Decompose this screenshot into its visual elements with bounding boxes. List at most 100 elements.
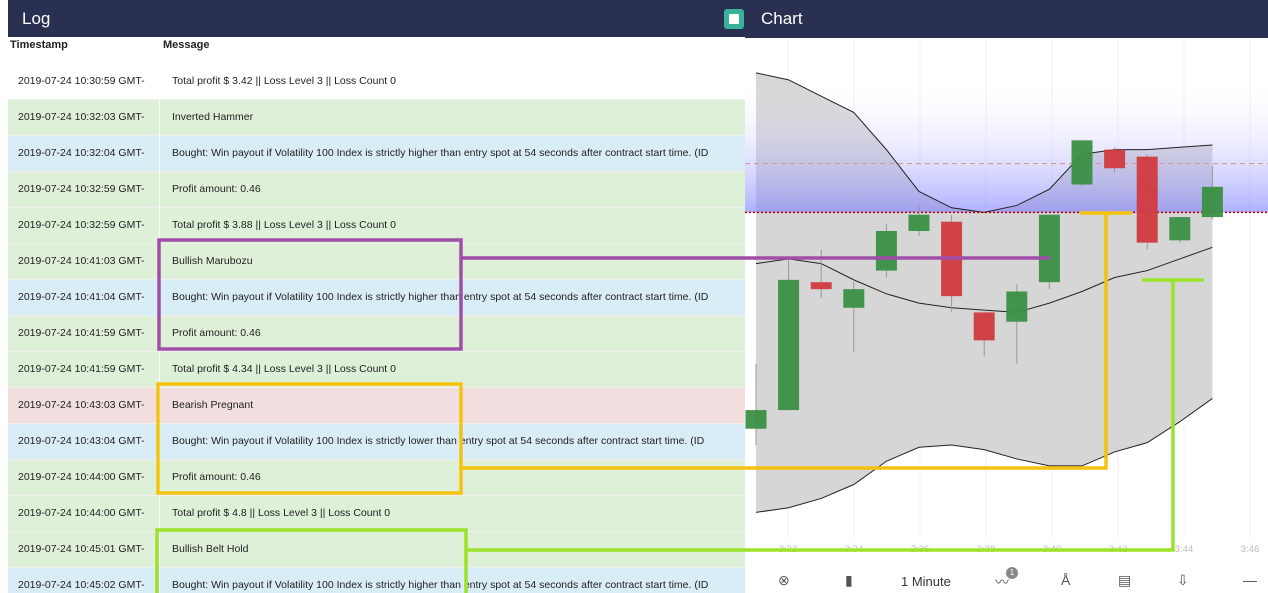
log-timestamp: 2019-07-24 10:45:01 GMT-	[18, 543, 145, 555]
log-header: Log	[8, 0, 752, 37]
x-tick-label: 3:34	[845, 544, 864, 555]
log-message: Total profit $ 3.42 || Loss Level 3 || L…	[172, 75, 396, 87]
barrier-zone	[745, 78, 1268, 213]
drawing-tools-icon[interactable]: Å	[1061, 572, 1071, 588]
candle-body	[1104, 149, 1126, 169]
candle-type-icon[interactable]: ▮	[845, 572, 853, 588]
column-separator	[159, 244, 160, 279]
column-separator	[159, 316, 160, 351]
log-row: 2019-07-24 10:44:00 GMT- Profit amount: 0…	[8, 460, 752, 496]
log-message: Total profit $ 3.88 || Loss Level 3 || L…	[172, 219, 396, 231]
column-separator	[159, 496, 160, 531]
log-row: 2019-07-24 10:32:04 GMT- Bought: Win payo…	[8, 136, 752, 172]
log-row: 2019-07-24 10:32:59 GMT- Profit amount: 0…	[8, 172, 752, 208]
candle-body	[1136, 156, 1158, 243]
log-message: Bought: Win payout if Volatility 100 Ind…	[172, 579, 709, 591]
log-timestamp: 2019-07-24 10:41:59 GMT-	[18, 363, 145, 375]
column-separator	[159, 64, 160, 99]
log-timestamp: 2019-07-24 10:41:59 GMT-	[18, 327, 145, 339]
candle-body	[810, 282, 832, 290]
log-row: 2019-07-24 10:41:04 GMT- Bought: Win payo…	[8, 280, 752, 316]
x-tick-label: 3:32	[779, 544, 798, 555]
log-message: Profit amount: 0.46	[172, 327, 261, 339]
x-tick-label: 3:46	[1241, 544, 1260, 555]
bollinger-upper-line	[755, 72, 1213, 213]
log-row: 2019-07-24 10:41:59 GMT- Total profit $ 4…	[8, 352, 752, 388]
log-message: Bought: Win payout if Volatility 100 Ind…	[172, 435, 705, 447]
candle-body	[973, 312, 995, 341]
log-message: Bearish Pregnant	[172, 399, 254, 411]
chart-toolbar: ⊗ ▮ 1 Minute 〰 1 Å ▤ ⇩ —	[745, 567, 1268, 593]
indicator-count-badge: 1	[1006, 567, 1018, 579]
log-message: Bullish Marubozu	[172, 255, 253, 267]
log-row: 2019-07-24 10:43:04 GMT- Bought: Win payo…	[8, 424, 752, 460]
log-row: 2019-07-24 10:45:02 GMT- Bought: Win payo…	[8, 568, 752, 593]
column-separator	[159, 388, 160, 423]
candle-body	[1071, 140, 1093, 185]
column-separator	[159, 100, 160, 135]
save-log-button[interactable]	[724, 9, 744, 29]
log-row: 2019-07-24 10:43:03 GMT- Bearish Pregnant	[8, 388, 752, 424]
log-timestamp: 2019-07-24 10:32:04 GMT-	[18, 147, 145, 159]
templates-icon[interactable]: ▤	[1118, 572, 1132, 588]
log-row: 2019-07-24 10:45:01 GMT- Bullish Belt Hol…	[8, 532, 752, 568]
column-separator	[159, 136, 160, 171]
log-timestamp: 2019-07-24 10:43:03 GMT-	[18, 399, 145, 411]
zoom-out-icon[interactable]: —	[1243, 572, 1257, 588]
log-title: Log	[22, 8, 51, 28]
log-row: 2019-07-24 10:41:59 GMT- Profit amount: 0…	[8, 316, 752, 352]
chart-panel: Chart 3:32 3:34 3:36 3:38 3:40 3:42 3:44 3:46 ⊗…	[745, 0, 1268, 593]
x-tick-label: 3:40	[1043, 544, 1062, 555]
log-rows: 2019-07-24 10:30:59 GMT- Total profit $ 3…	[8, 64, 752, 593]
log-message: Total profit $ 4.8 || Loss Level 3 || Lo…	[172, 507, 391, 519]
crosshair-icon[interactable]: ⊗	[778, 572, 790, 588]
log-timestamp: 2019-07-24 10:32:03 GMT-	[18, 111, 145, 123]
candle-body	[941, 221, 963, 297]
log-timestamp: 2019-07-24 10:32:59 GMT-	[18, 183, 145, 195]
log-row: 2019-07-24 10:44:00 GMT- Total profit $ 4…	[8, 496, 752, 532]
log-timestamp: 2019-07-24 10:30:59 GMT-	[18, 75, 145, 87]
candle-body	[1169, 217, 1191, 241]
log-message: Bought: Win payout if Volatility 100 Ind…	[172, 147, 709, 159]
column-separator	[159, 172, 160, 207]
column-separator	[159, 424, 160, 459]
candle-body	[843, 289, 865, 308]
column-separator	[159, 352, 160, 387]
log-panel: Log Timestamp Message 2019-07-24 10:30:5…	[8, 0, 752, 593]
chart-title: Chart	[761, 9, 803, 28]
candle-body	[745, 410, 767, 429]
column-separator	[159, 532, 160, 567]
log-timestamp: 2019-07-24 10:44:00 GMT-	[18, 471, 145, 483]
log-column-headers: Timestamp Message	[8, 37, 752, 55]
log-timestamp: 2019-07-24 10:41:03 GMT-	[18, 255, 145, 267]
log-timestamp: 2019-07-24 10:32:59 GMT-	[18, 219, 145, 231]
log-timestamp: 2019-07-24 10:44:00 GMT-	[18, 507, 145, 519]
log-message: Bullish Belt Hold	[172, 543, 249, 555]
log-timestamp: 2019-07-24 10:45:02 GMT-	[18, 579, 145, 591]
candle-body	[1006, 291, 1028, 322]
log-timestamp: 2019-07-24 10:41:04 GMT-	[18, 291, 145, 303]
candle-body	[778, 279, 800, 411]
candlestick-chart[interactable]: 3:32 3:34 3:36 3:38 3:40 3:42 3:44 3:46	[745, 38, 1268, 570]
chart-header: Chart	[745, 0, 1268, 38]
interval-selector[interactable]: 1 Minute	[901, 574, 951, 589]
log-row: 2019-07-24 10:41:03 GMT- Bullish Marubozu	[8, 244, 752, 280]
message-column-header[interactable]: Message	[163, 39, 210, 51]
column-separator	[159, 568, 160, 593]
log-message: Total profit $ 4.34 || Loss Level 3 || L…	[172, 363, 396, 375]
log-message: Bought: Win payout if Volatility 100 Ind…	[172, 291, 709, 303]
x-tick-label: 3:42	[1109, 544, 1128, 555]
download-icon[interactable]: ⇩	[1177, 572, 1189, 588]
column-separator	[159, 208, 160, 243]
log-message: Profit amount: 0.46	[172, 471, 261, 483]
timestamp-column-header[interactable]: Timestamp	[10, 39, 68, 51]
log-message: Inverted Hammer	[172, 111, 254, 123]
log-row: 2019-07-24 10:32:03 GMT- Inverted Hammer	[8, 100, 752, 136]
log-row: 2019-07-24 10:30:59 GMT- Total profit $ 3…	[8, 64, 752, 100]
x-tick-label: 3:44	[1175, 544, 1194, 555]
column-separator	[159, 460, 160, 495]
indicators-icon[interactable]: 〰	[995, 574, 1009, 590]
candle-body	[875, 231, 897, 271]
x-tick-label: 3:38	[977, 544, 996, 555]
candle-body	[908, 214, 930, 232]
